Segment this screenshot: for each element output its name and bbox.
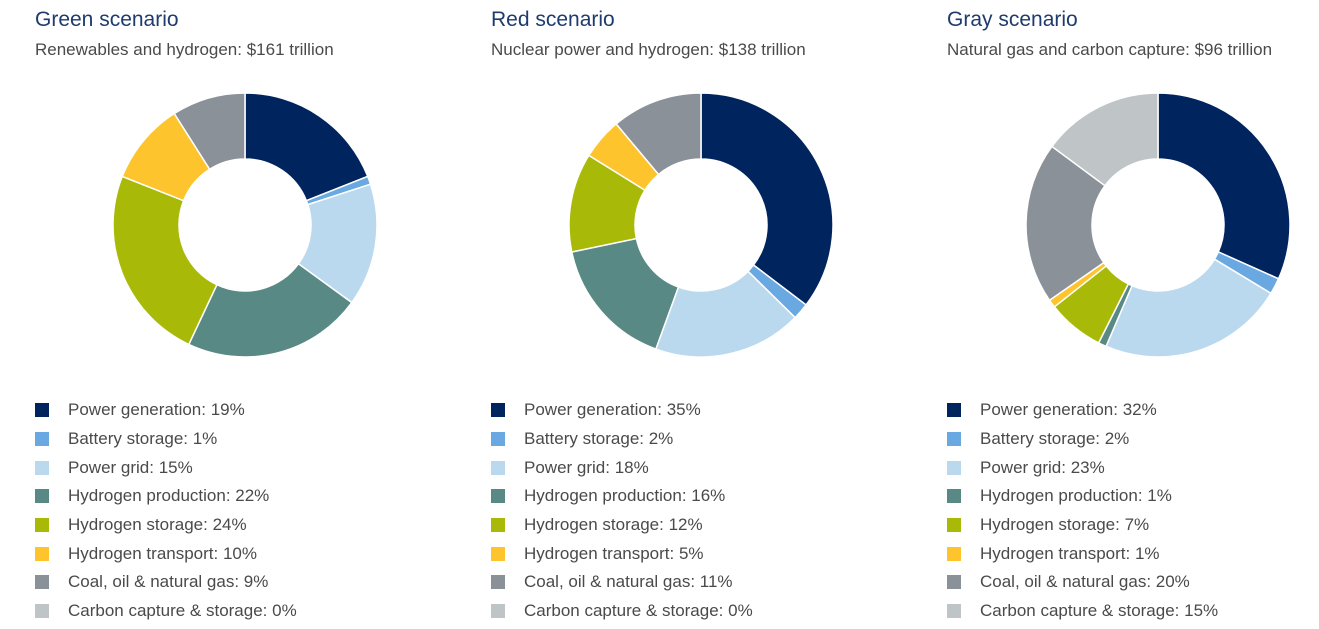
legend-label: Hydrogen production: 22% xyxy=(68,486,270,506)
legend-item-hydrogen-transport: Hydrogen transport: 10% xyxy=(35,539,297,568)
legend-label: Hydrogen transport: 10% xyxy=(68,543,257,563)
legend-item-power-generation: Power generation: 32% xyxy=(947,396,1218,425)
legend-swatch xyxy=(35,489,49,504)
panel-subtitle: Nuclear power and hydrogen: $138 trillio… xyxy=(491,40,806,59)
donut-slice-hydrogen-production xyxy=(570,237,680,351)
legend-item-battery-storage: Battery storage: 2% xyxy=(947,425,1218,454)
legend-item-hydrogen-transport: Hydrogen transport: 1% xyxy=(947,539,1218,568)
legend-label: Coal, oil & natural gas: 9% xyxy=(68,572,269,592)
legend-item-power-generation: Power generation: 19% xyxy=(35,396,297,425)
donut-slice-power-generation xyxy=(244,92,369,202)
legend-label: Power generation: 19% xyxy=(68,400,245,420)
legend: Power generation: 32% Battery storage: 2%… xyxy=(947,396,1218,626)
legend-item-carbon-capture-and-storage: Carbon capture & storage: 15% xyxy=(947,597,1218,626)
legend-label: Carbon capture & storage: 15% xyxy=(980,601,1219,621)
panel-title: Gray scenario xyxy=(947,8,1078,31)
legend-label: Hydrogen production: 1% xyxy=(980,486,1172,506)
donut-slice-coal-oil-and-natural-gas xyxy=(173,92,246,171)
legend-swatch xyxy=(491,403,505,418)
legend-swatch xyxy=(491,604,505,619)
panel-subtitle: Renewables and hydrogen: $161 trillion xyxy=(35,40,334,59)
legend-item-hydrogen-production: Hydrogen production: 22% xyxy=(35,482,297,511)
legend-item-coal-oil-and-natural-gas: Coal, oil & natural gas: 11% xyxy=(491,568,753,597)
legend-item-hydrogen-transport: Hydrogen transport: 5% xyxy=(491,539,753,568)
legend-item-hydrogen-production: Hydrogen production: 16% xyxy=(491,482,753,511)
legend-swatch xyxy=(35,403,49,418)
legend-item-battery-storage: Battery storage: 2% xyxy=(491,425,753,454)
legend-item-carbon-capture-and-storage: Carbon capture & storage: 0% xyxy=(491,597,753,626)
legend-swatch xyxy=(947,546,961,561)
legend-label: Hydrogen storage: 12% xyxy=(524,515,703,535)
legend-label: Coal, oil & natural gas: 11% xyxy=(524,572,733,592)
donut-slice-power-generation xyxy=(1157,92,1291,280)
donut-chart xyxy=(568,92,834,358)
legend-item-power-generation: Power generation: 35% xyxy=(491,396,753,425)
donut-slice-coal-oil-and-natural-gas xyxy=(615,92,702,176)
legend-item-hydrogen-storage: Hydrogen storage: 7% xyxy=(947,511,1218,540)
legend-swatch xyxy=(947,460,961,475)
legend-label: Hydrogen production: 16% xyxy=(524,486,726,506)
legend-swatch xyxy=(491,460,505,475)
donut-slice-power-generation xyxy=(700,92,834,306)
legend-item-power-grid: Power grid: 23% xyxy=(947,453,1218,482)
legend-label: Carbon capture & storage: 0% xyxy=(524,601,753,621)
legend-item-hydrogen-storage: Hydrogen storage: 24% xyxy=(35,511,297,540)
legend-label: Coal, oil & natural gas: 20% xyxy=(980,572,1190,592)
legend-item-carbon-capture-and-storage: Carbon capture & storage: 0% xyxy=(35,597,297,626)
legend-swatch xyxy=(491,432,505,447)
legend-swatch xyxy=(947,604,961,619)
legend-label: Power generation: 32% xyxy=(980,400,1157,420)
panel-title: Green scenario xyxy=(35,8,179,31)
donut-slice-hydrogen-production xyxy=(187,262,353,358)
legend-item-power-grid: Power grid: 15% xyxy=(35,453,297,482)
legend-swatch xyxy=(491,518,505,533)
legend-label: Carbon capture & storage: 0% xyxy=(68,601,297,621)
legend-item-coal-oil-and-natural-gas: Coal, oil & natural gas: 20% xyxy=(947,568,1218,597)
red-scenario-panel: Red scenario Nuclear power and hydrogen:… xyxy=(491,0,911,629)
green-scenario-panel: Green scenario Renewables and hydrogen: … xyxy=(35,0,455,629)
panel-subtitle: Natural gas and carbon capture: $96 tril… xyxy=(947,40,1273,59)
legend-swatch xyxy=(35,604,49,619)
legend-label: Power generation: 35% xyxy=(524,400,701,420)
donut-slice-carbon-capture-and-storage xyxy=(1050,92,1159,187)
legend-label: Hydrogen transport: 1% xyxy=(980,543,1160,563)
legend-label: Hydrogen storage: 7% xyxy=(980,515,1150,535)
legend-swatch xyxy=(35,432,49,447)
legend-swatch xyxy=(491,575,505,590)
panel-title: Red scenario xyxy=(491,8,615,31)
legend-swatch xyxy=(947,403,961,418)
legend-swatch xyxy=(35,460,49,475)
donut-chart xyxy=(1025,92,1291,358)
legend-label: Battery storage: 2% xyxy=(524,429,674,449)
legend-swatch xyxy=(35,546,49,561)
donut-chart xyxy=(112,92,378,358)
legend-item-battery-storage: Battery storage: 1% xyxy=(35,425,297,454)
legend-swatch xyxy=(491,489,505,504)
legend-swatch xyxy=(947,432,961,447)
donut-slice-coal-oil-and-natural-gas xyxy=(1025,145,1107,302)
gray-scenario-panel: Gray scenario Natural gas and carbon cap… xyxy=(947,0,1319,629)
legend-swatch xyxy=(947,518,961,533)
donut-slice-hydrogen-storage xyxy=(112,175,218,346)
legend-swatch xyxy=(947,575,961,590)
legend-item-coal-oil-and-natural-gas: Coal, oil & natural gas: 9% xyxy=(35,568,297,597)
legend-label: Hydrogen transport: 5% xyxy=(524,543,704,563)
legend-swatch xyxy=(35,518,49,533)
legend-label: Power grid: 18% xyxy=(524,457,649,477)
legend-item-power-grid: Power grid: 18% xyxy=(491,453,753,482)
legend-label: Hydrogen storage: 24% xyxy=(68,515,247,535)
legend-label: Power grid: 23% xyxy=(980,457,1105,477)
donut-slice-power-grid xyxy=(1105,258,1272,358)
legend-label: Battery storage: 1% xyxy=(68,429,218,449)
legend: Power generation: 35% Battery storage: 2%… xyxy=(491,396,753,626)
legend-swatch xyxy=(491,546,505,561)
legend-swatch xyxy=(947,489,961,504)
legend-item-hydrogen-production: Hydrogen production: 1% xyxy=(947,482,1218,511)
legend-item-hydrogen-storage: Hydrogen storage: 12% xyxy=(491,511,753,540)
legend-label: Power grid: 15% xyxy=(68,457,193,477)
legend-swatch xyxy=(35,575,49,590)
legend: Power generation: 19% Battery storage: 1%… xyxy=(35,396,297,626)
legend-label: Battery storage: 2% xyxy=(980,429,1130,449)
